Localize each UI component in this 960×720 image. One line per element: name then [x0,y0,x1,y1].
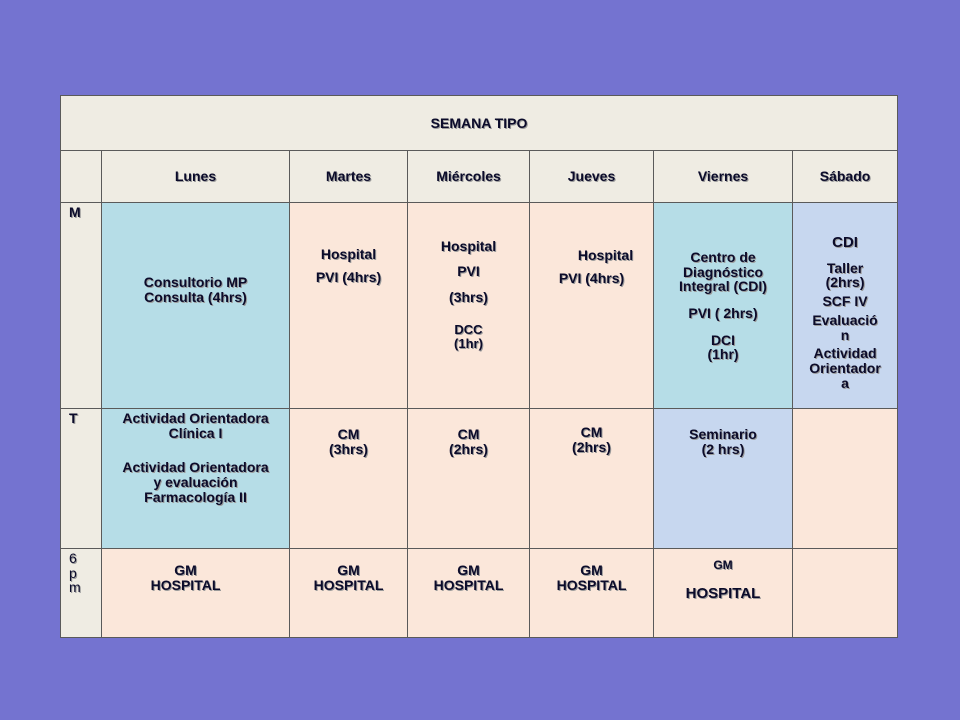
cell-t-lunes-line: Actividad Orientadora [122,410,269,426]
cell-t-viernes-line: Seminario [689,426,757,442]
cell-t-miercoles-line: (2hrs) [449,440,488,457]
cell-pm-jueves-line: GM [580,562,603,578]
cell-m-sabado-line: (2hrs) [825,274,865,291]
row-label-t: T [60,408,102,549]
cell-m-sabado: CDI Taller (2hrs) SCF IV Evaluació n Act… [791,202,899,409]
cell-m-viernes: Centro de Diagnóstico Integral (CDI) PVI… [653,202,793,409]
cell-pm-martes-line: GM [337,562,360,578]
cell-m-miercoles-line: Hospital [440,238,497,254]
cell-m-viernes-line: Integral (CDI) [679,278,767,295]
cell-m-jueves: Hospital PVI (4hrs) [529,202,654,409]
cell-pm-miercoles-line: HOSPITAL [433,576,504,593]
cell-t-sabado [791,408,899,549]
cell-t-miercoles: CM (2hrs) [407,408,530,549]
cell-pm-martes-line: HOSPITAL [313,576,384,593]
cell-m-sabado-line: CDI [832,234,858,251]
cell-t-lunes-line: Actividad Orientadora [122,459,269,476]
cell-m-sabado-line: Evaluació [812,311,878,328]
cell-m-lunes-line: Consulta (4hrs) [144,288,247,305]
cell-t-lunes-line: Clínica I [168,424,223,441]
cell-pm-martes: GM HOSPITAL [289,548,408,638]
row-label-6pm-line: m [69,579,81,596]
header-miercoles: Miércoles [407,150,530,203]
cell-m-miercoles-line: (1hr) [454,335,483,351]
row-label-m: M [60,202,102,409]
cell-m-lunes-line: Consultorio MP [143,274,248,290]
cell-m-miercoles: Hospital PVI (3hrs) DCC (1hr) [407,202,530,409]
cell-pm-miercoles-line: GM [457,562,480,578]
cell-m-viernes-line: PVI ( 2hrs) [688,305,758,322]
header-viernes: Viernes [653,150,793,203]
cell-m-viernes-line: Centro de [690,249,756,265]
cell-m-viernes-line: (1hr) [707,346,739,363]
cell-pm-jueves-line: HOSPITAL [556,576,627,593]
cell-m-miercoles-line: (3hrs) [449,289,488,306]
header-sabado: Sábado [791,150,899,203]
row-label-6pm-line: 6 [69,550,77,566]
cell-pm-sabado [791,548,899,638]
cell-m-viernes-line: Diagnóstico [682,263,764,280]
cell-m-sabado-line: n [840,326,850,343]
cell-pm-lunes: GM HOSPITAL [101,548,290,638]
cell-m-viernes-line: DCI [710,331,736,348]
cell-t-lunes-line: Farmacología II [144,488,247,505]
cell-pm-jueves: GM HOSPITAL [529,548,654,638]
row-label-6pm-line: p [69,564,77,581]
cell-t-martes-line: CM [337,426,360,442]
cell-t-lunes-line: y evaluación [153,474,238,491]
cell-m-miercoles-line: DCC [454,322,483,338]
cell-m-jueves-line: Hospital [577,247,634,263]
cell-t-jueves-line: CM [580,424,603,440]
cell-m-sabado-line: SCF IV [822,293,868,310]
cell-m-miercoles-line: PVI [457,262,480,279]
cell-t-martes: CM (3hrs) [289,408,408,549]
cell-t-viernes-line: (2 hrs) [701,440,745,457]
cell-t-jueves-line: (2hrs) [572,438,611,455]
cell-m-martes-line: PVI (4hrs) [315,268,382,285]
schedule-title: SEMANA TIPO [59,95,899,151]
row-label-6pm: 6 p m [60,548,102,638]
cell-pm-miercoles: GM HOSPITAL [407,548,530,638]
cell-pm-viernes-line: GM [713,558,733,572]
cell-t-martes-line: (3hrs) [329,440,368,457]
cell-m-jueves-line: PVI (4hrs) [558,269,625,286]
cell-t-lunes: Actividad Orientadora Clínica I Activida… [101,408,290,549]
cell-pm-lunes-line: GM [174,562,197,578]
cell-m-martes-line: Hospital [320,246,377,262]
cell-t-miercoles-line: CM [457,426,480,442]
cell-t-viernes: Seminario (2 hrs) [653,408,793,549]
header-jueves: Jueves [529,150,654,203]
cell-t-jueves: CM (2hrs) [529,408,654,549]
cell-m-sabado-line: Actividad [813,345,877,362]
header-corner [60,150,102,203]
cell-m-martes: Hospital PVI (4hrs) [289,202,408,409]
cell-pm-lunes-line: HOSPITAL [150,576,221,593]
cell-m-sabado-line: a [841,374,849,391]
cell-m-sabado-line: Taller [826,259,864,276]
header-lunes: Lunes [101,150,290,203]
cell-pm-viernes: GM HOSPITAL [653,548,793,638]
header-martes: Martes [289,150,408,203]
weekly-schedule-table: SEMANA TIPO Lunes Martes Miércoles Jueve… [59,95,899,638]
cell-pm-viernes-line: HOSPITAL [685,584,761,602]
cell-m-lunes: Consultorio MP Consulta (4hrs) [101,202,290,409]
cell-m-sabado-line: Orientador [809,359,881,376]
